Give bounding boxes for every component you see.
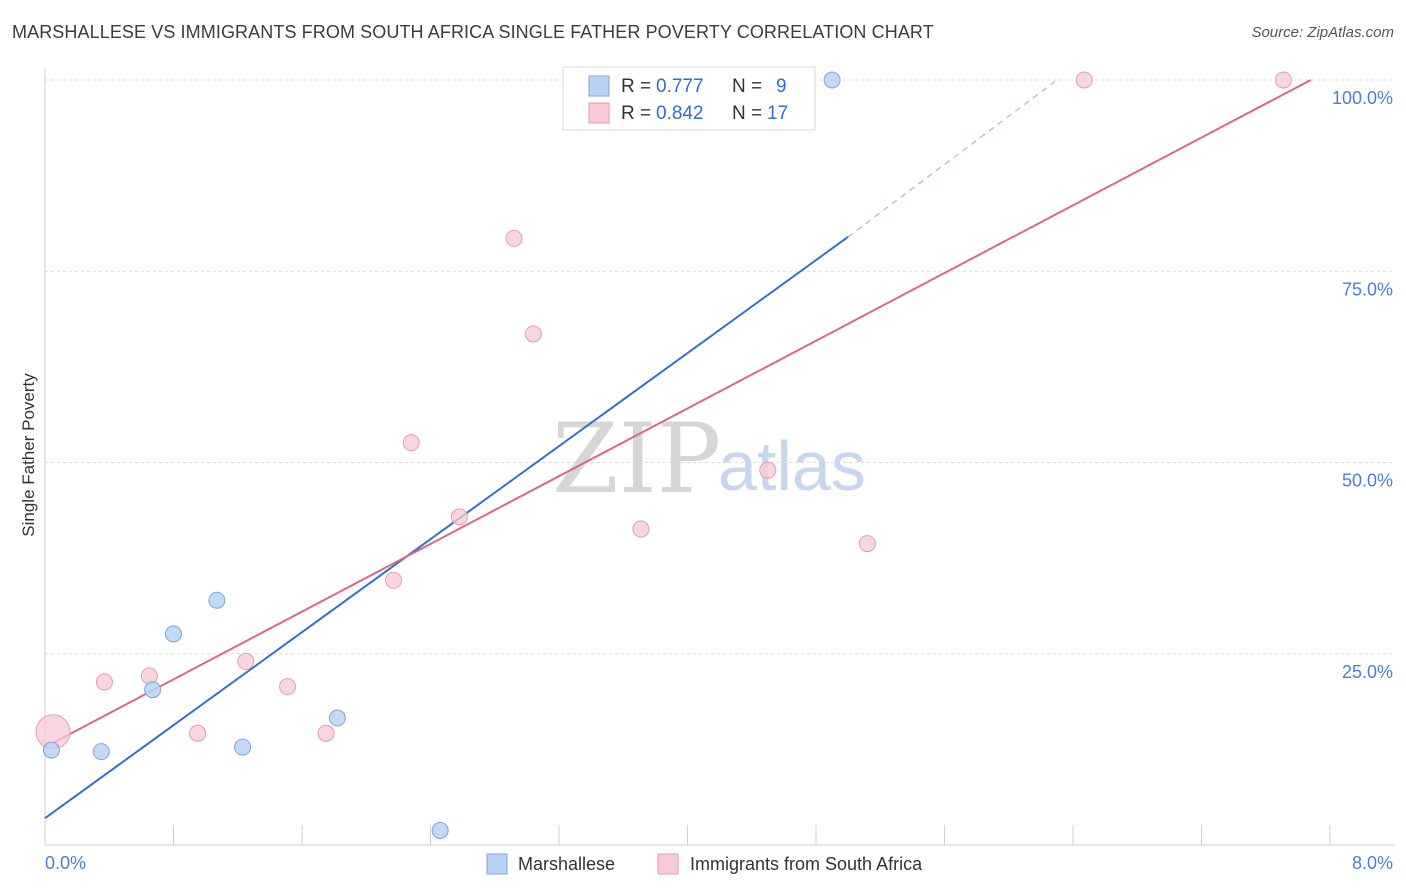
x-tick-labels: 0.0% 8.0% <box>45 853 1393 873</box>
trend-line-immigrants <box>44 79 1312 748</box>
bottom-legend-swatch-marshallese <box>486 853 508 875</box>
y-axis-label: Single Father Poverty <box>19 373 38 537</box>
point-immigrants <box>450 508 468 526</box>
x-tick-label: 8.0% <box>1352 853 1393 873</box>
legend: R = 0.777 N = 9 R = 0.842 N = 17 <box>562 66 816 131</box>
watermark-zip: ZIP <box>552 403 721 515</box>
point-marshallese <box>234 738 252 756</box>
y-tick-label: 100.0% <box>1332 88 1393 108</box>
point-immigrants <box>189 724 207 742</box>
watermark-atlas: atlas <box>718 427 866 505</box>
point-marshallese <box>431 821 449 839</box>
point-immigrants <box>385 571 403 589</box>
point-immigrants <box>317 724 335 742</box>
legend-n-label-1: N = <box>732 76 762 97</box>
point-immigrants <box>524 325 542 343</box>
legend-n-label-2: N = <box>732 103 762 124</box>
legend-r-label-2: R = <box>621 103 651 124</box>
point-immigrants <box>858 535 876 553</box>
bottom-legend-label-immigrants: Immigrants from South Africa <box>690 854 923 874</box>
point-immigrants <box>95 673 113 691</box>
point-marshallese <box>208 591 226 609</box>
point-immigrants <box>1274 71 1292 89</box>
bottom-legend-label-marshallese: Marshallese <box>518 854 615 874</box>
point-marshallese <box>42 741 60 759</box>
legend-r-label-1: R = <box>621 76 651 97</box>
point-marshallese <box>165 625 182 643</box>
chart-title: MARSHALLESE VS IMMIGRANTS FROM SOUTH AFR… <box>12 22 934 42</box>
bottom-legend-swatch-immigrants <box>657 853 679 875</box>
point-immigrants <box>402 434 420 452</box>
y-tick-label: 75.0% <box>1342 279 1393 299</box>
legend-swatch-marshallese <box>588 75 610 97</box>
point-immigrants <box>759 461 777 479</box>
y-tick-label: 50.0% <box>1342 471 1393 491</box>
point-marshallese <box>92 743 110 761</box>
trend-line-marshallese <box>44 236 849 820</box>
point-marshallese <box>823 71 841 89</box>
point-immigrants <box>279 678 297 696</box>
bottom-legend: Marshallese Immigrants from South Africa <box>486 853 923 875</box>
point-immigrants <box>237 652 255 670</box>
trend-line-marshallese-extension <box>847 79 1058 238</box>
watermark: ZIP atlas <box>552 403 866 515</box>
legend-r-value-2: 0.842 <box>656 103 704 124</box>
legend-r-value-1: 0.777 <box>656 76 704 97</box>
y-tick-labels: 25.0% 50.0% 75.0% 100.0% <box>1332 88 1393 682</box>
legend-n-value-1: 9 <box>776 76 787 97</box>
point-marshallese <box>328 709 346 727</box>
point-immigrants <box>505 229 523 247</box>
y-tick-label: 25.0% <box>1342 662 1393 682</box>
legend-swatch-immigrants <box>588 102 610 124</box>
point-immigrants <box>140 667 158 685</box>
source-label: Source: ZipAtlas.com <box>1251 24 1394 41</box>
x-tick-label: 0.0% <box>45 853 86 873</box>
point-immigrants <box>632 520 650 538</box>
legend-n-value-2: 17 <box>767 103 788 124</box>
point-marshallese <box>144 681 162 699</box>
point-immigrants <box>1075 71 1093 89</box>
data-points <box>35 71 1292 839</box>
grid-lines <box>45 79 1395 655</box>
axes <box>44 68 1395 846</box>
trend-lines <box>44 79 1312 820</box>
